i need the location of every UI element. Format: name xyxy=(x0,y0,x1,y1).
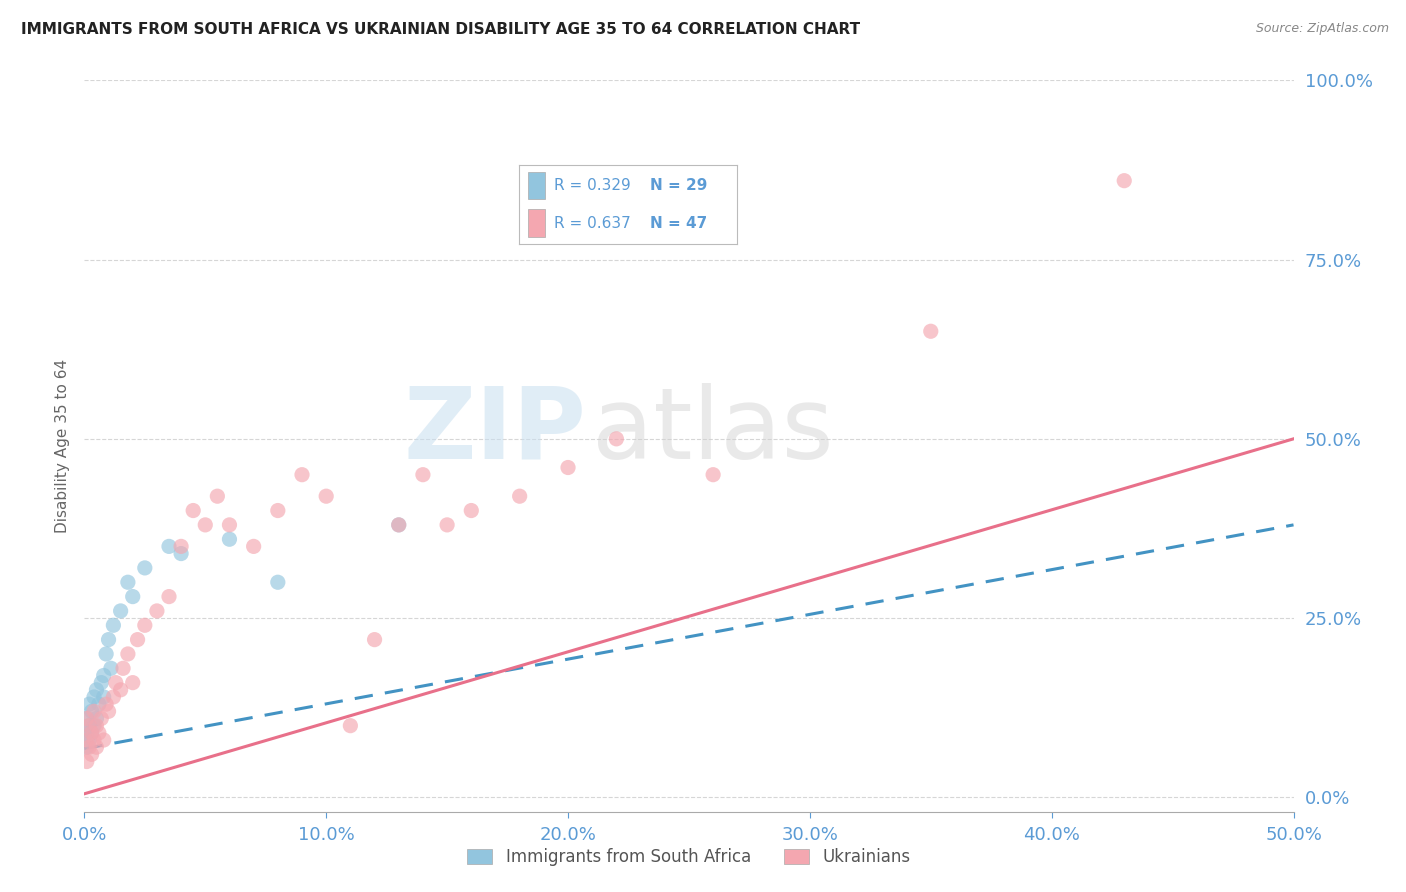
Point xyxy=(218,517,240,532)
Point xyxy=(134,618,156,632)
Point xyxy=(104,675,127,690)
Point xyxy=(77,719,100,733)
Point xyxy=(76,755,98,769)
Point xyxy=(121,675,143,690)
Point xyxy=(218,533,240,547)
Point xyxy=(90,675,112,690)
Point xyxy=(157,590,180,604)
Point xyxy=(87,726,110,740)
Point xyxy=(103,618,125,632)
Point xyxy=(267,503,290,517)
Point xyxy=(110,604,132,618)
Point xyxy=(557,460,579,475)
Point xyxy=(363,632,385,647)
Point xyxy=(170,547,193,561)
Text: Source: ZipAtlas.com: Source: ZipAtlas.com xyxy=(1256,22,1389,36)
Point xyxy=(112,661,135,675)
Point xyxy=(94,647,117,661)
Y-axis label: Disability Age 35 to 64: Disability Age 35 to 64 xyxy=(55,359,70,533)
Point xyxy=(87,697,110,711)
Point xyxy=(121,590,143,604)
Point xyxy=(83,704,105,718)
Point xyxy=(509,489,531,503)
FancyBboxPatch shape xyxy=(527,209,546,236)
Point xyxy=(127,632,149,647)
Point xyxy=(388,517,411,532)
Point xyxy=(194,517,217,532)
Point xyxy=(97,704,120,718)
Point xyxy=(76,711,98,725)
Point xyxy=(920,324,942,338)
Point xyxy=(339,719,361,733)
Point xyxy=(110,682,132,697)
Point xyxy=(315,489,337,503)
Point xyxy=(76,733,98,747)
Point xyxy=(86,682,108,697)
Point xyxy=(80,726,103,740)
Point xyxy=(76,711,98,725)
Point xyxy=(93,690,115,704)
Point xyxy=(80,747,103,762)
Point xyxy=(291,467,314,482)
Point xyxy=(77,697,100,711)
Point xyxy=(460,503,482,517)
Point xyxy=(86,719,108,733)
Text: R = 0.637: R = 0.637 xyxy=(554,216,631,230)
Point xyxy=(134,561,156,575)
Point xyxy=(117,647,139,661)
Text: N = 29: N = 29 xyxy=(650,178,707,194)
Point xyxy=(94,697,117,711)
Point xyxy=(90,711,112,725)
Point xyxy=(267,575,290,590)
Point xyxy=(605,432,627,446)
Point xyxy=(117,575,139,590)
Point xyxy=(86,740,108,755)
Text: N = 47: N = 47 xyxy=(650,216,707,230)
Legend: Immigrants from South Africa, Ukrainians: Immigrants from South Africa, Ukrainians xyxy=(461,841,917,873)
Point xyxy=(83,690,105,704)
Point xyxy=(436,517,458,532)
Point xyxy=(157,540,180,554)
Point xyxy=(83,719,105,733)
Point xyxy=(412,467,434,482)
Point xyxy=(207,489,229,503)
Point xyxy=(702,467,724,482)
Text: atlas: atlas xyxy=(592,383,834,480)
Point xyxy=(103,690,125,704)
Point xyxy=(181,503,204,517)
Text: ZIP: ZIP xyxy=(404,383,586,480)
Point xyxy=(93,733,115,747)
Point xyxy=(77,719,100,733)
Point xyxy=(100,661,122,675)
FancyBboxPatch shape xyxy=(527,172,546,200)
Point xyxy=(146,604,169,618)
Point xyxy=(77,733,100,747)
Text: R = 0.329: R = 0.329 xyxy=(554,178,631,194)
Point xyxy=(86,711,108,725)
Point xyxy=(170,540,193,554)
Point xyxy=(97,632,120,647)
Point xyxy=(242,540,264,554)
Point xyxy=(80,726,103,740)
Point xyxy=(77,740,100,755)
Point xyxy=(388,517,411,532)
Point xyxy=(76,740,98,755)
Point xyxy=(93,668,115,682)
Point xyxy=(1114,174,1136,188)
Point xyxy=(80,704,103,718)
Point xyxy=(83,733,105,747)
Text: IMMIGRANTS FROM SOUTH AFRICA VS UKRAINIAN DISABILITY AGE 35 TO 64 CORRELATION CH: IMMIGRANTS FROM SOUTH AFRICA VS UKRAINIA… xyxy=(21,22,860,37)
Point xyxy=(76,726,98,740)
